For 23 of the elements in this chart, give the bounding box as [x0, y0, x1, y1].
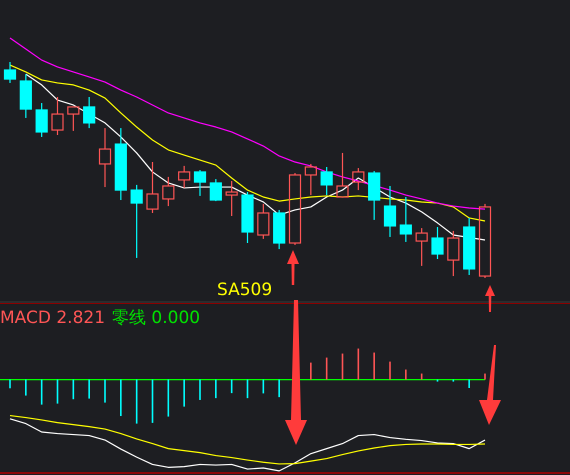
candlestick — [368, 170, 380, 220]
text: 零线 0.000 — [112, 308, 200, 328]
candlestick — [257, 203, 270, 240]
candlestick — [352, 167, 364, 191]
candlestick — [114, 127, 127, 201]
candlestick — [178, 165, 190, 189]
candlestick — [416, 228, 428, 267]
candlestick — [20, 73, 32, 119]
chart-title: MACD 2.821 — [0, 308, 106, 328]
candlestick — [36, 102, 48, 138]
candlestick — [463, 217, 476, 276]
candlestick — [320, 166, 333, 196]
candlestick — [162, 176, 174, 207]
candlestick — [130, 184, 143, 259]
text: SA509 — [217, 280, 272, 300]
candlestick — [304, 163, 317, 196]
candlestick — [98, 127, 112, 188]
candlestick — [447, 230, 460, 277]
candlestick — [400, 196, 412, 243]
candlestick — [226, 180, 238, 217]
candlestick — [273, 209, 286, 250]
candlestick — [83, 96, 96, 129]
candlestick — [384, 185, 396, 238]
